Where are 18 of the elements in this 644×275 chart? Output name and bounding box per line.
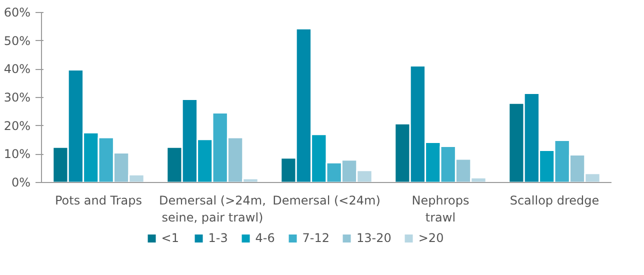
legend-label: 13-20 xyxy=(356,231,392,245)
y-tick-label: 20% xyxy=(4,118,30,133)
x-tick-label: Demersal (>24m, seine, pair trawl) xyxy=(159,194,266,224)
y-tick-label: 30% xyxy=(4,90,30,104)
y-tick-label: 50% xyxy=(4,34,30,48)
y-tick-label: 40% xyxy=(4,62,30,76)
legend-label: 1-3 xyxy=(208,231,228,245)
y-tick-label: 10% xyxy=(4,147,30,162)
legend-label: >20 xyxy=(418,231,444,245)
y-tick-label: 0% xyxy=(11,176,31,190)
legend-label: <1 xyxy=(161,231,180,245)
x-tick-label: Demersal (<24m) xyxy=(272,194,380,208)
legend-label: 7-12 xyxy=(302,231,330,245)
legend-label: 4-6 xyxy=(255,231,276,245)
x-tick-label: Pots and Traps xyxy=(54,194,142,208)
x-tick-label: Scallop dredge xyxy=(510,194,600,208)
y-tick-label: 60% xyxy=(4,6,30,20)
x-tick-label: Nephrops trawl xyxy=(412,194,470,224)
